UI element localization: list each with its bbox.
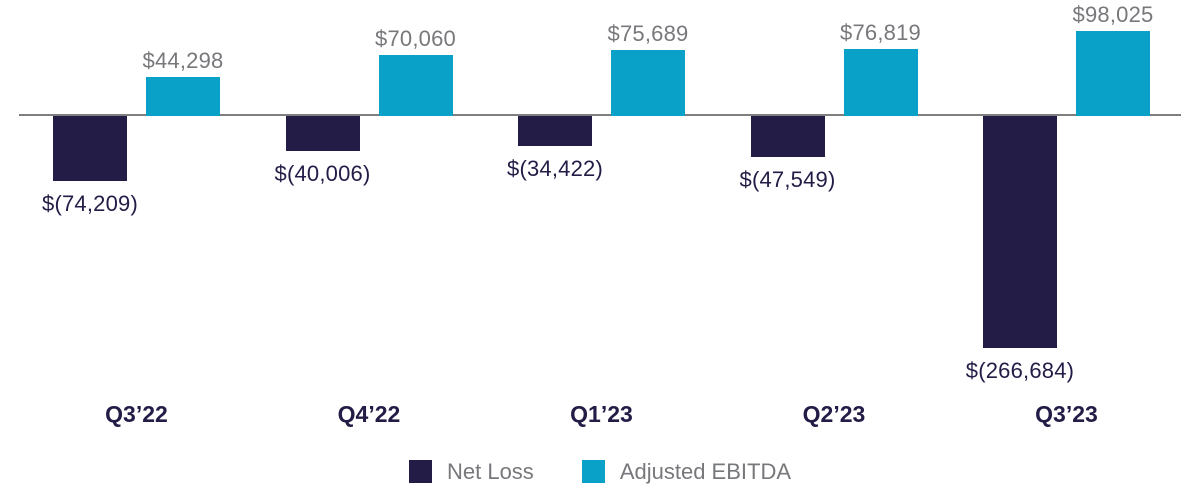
x-axis-label-0: Q3’22 xyxy=(105,401,168,427)
value-label-adjusted-ebitda-0: $44,298 xyxy=(142,48,224,74)
x-axis-labels: Q3’22 Q4’22 Q1’23 Q2’23 Q3’23 xyxy=(0,403,1200,433)
net-loss-swatch-icon xyxy=(408,460,432,483)
bar-net-loss-3 xyxy=(750,116,825,158)
bar-net-loss-2 xyxy=(518,116,592,146)
x-axis-label-1: Q4’22 xyxy=(337,401,401,427)
bar-adjusted-ebitda-0 xyxy=(146,77,220,116)
value-label-net-loss-1: $(40,006) xyxy=(274,160,371,186)
x-axis-label-4: Q3’23 xyxy=(1035,401,1098,427)
bar-adjusted-ebitda-1 xyxy=(378,55,453,116)
legend: Net Loss Adjusted EBITDA xyxy=(0,460,1200,483)
value-label-net-loss-4: $(266,684) xyxy=(965,358,1075,383)
adjusted-ebitda-swatch-icon xyxy=(581,460,605,483)
bar-net-loss-0 xyxy=(53,116,127,181)
bar-adjusted-ebitda-4 xyxy=(1076,30,1150,116)
value-label-adjusted-ebitda-1: $70,060 xyxy=(375,26,456,52)
value-label-net-loss-0: $(74,209) xyxy=(42,190,138,216)
value-label-net-loss-3: $(47,549) xyxy=(739,167,836,193)
bar-adjusted-ebitda-3 xyxy=(843,49,918,116)
zero-axis-line xyxy=(19,114,1181,116)
value-label-adjusted-ebitda-3: $76,819 xyxy=(840,20,921,46)
bar-net-loss-1 xyxy=(285,116,360,151)
bar-net-loss-4 xyxy=(983,116,1057,348)
x-axis-label-3: Q2’23 xyxy=(802,401,866,427)
value-label-adjusted-ebitda-4: $98,025 xyxy=(1072,1,1154,27)
value-label-adjusted-ebitda-2: $75,689 xyxy=(607,21,689,47)
legend-label-net-loss: Net Loss xyxy=(446,458,534,484)
x-axis-label-2: Q1’23 xyxy=(570,401,633,427)
legend-label-adjusted-ebitda: Adjusted EBITDA xyxy=(619,458,791,484)
value-label-net-loss-2: $(34,422) xyxy=(507,155,603,181)
legend-item-adjusted-ebitda: Adjusted EBITDA xyxy=(581,458,791,484)
bar-adjusted-ebitda-2 xyxy=(611,50,685,116)
legend-item-net-loss: Net Loss xyxy=(408,458,534,484)
